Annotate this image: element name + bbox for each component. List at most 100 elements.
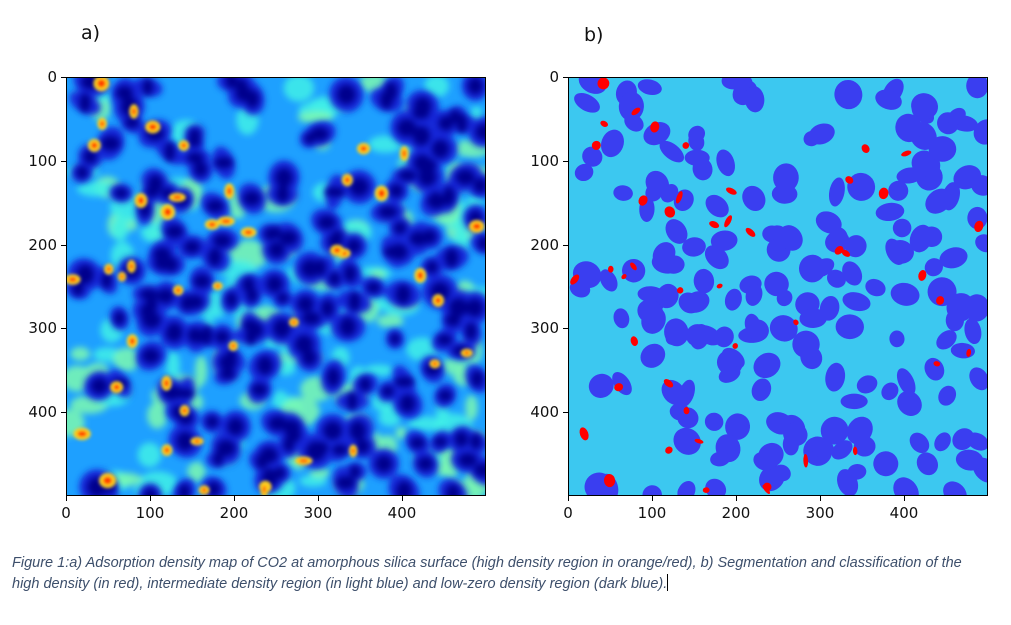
low-density-region — [721, 347, 745, 369]
pore-core — [346, 392, 358, 411]
pore-core — [200, 326, 213, 345]
pore-core — [268, 241, 285, 258]
b-x-tick-label: 0 — [563, 504, 573, 522]
pore-core — [454, 431, 469, 447]
high-density-region — [683, 407, 690, 415]
b-y-tick-mark — [563, 160, 568, 162]
low-density-region — [742, 185, 766, 212]
a-y-tick-mark — [61, 328, 66, 330]
high-density-region — [861, 144, 870, 154]
high-density-region — [709, 221, 720, 229]
low-density-region — [834, 79, 863, 110]
pore-core — [398, 170, 417, 181]
low-density-region — [613, 308, 630, 329]
pore-core — [208, 248, 222, 267]
low-density-region — [875, 202, 905, 222]
high-density-region — [650, 121, 660, 133]
low-density-region — [808, 123, 835, 145]
pore-core — [397, 118, 417, 137]
pore-core — [395, 284, 411, 305]
low-density-region — [966, 78, 987, 99]
pore-core — [301, 259, 320, 278]
b-x-tick-mark — [904, 496, 905, 501]
pore-core — [466, 298, 484, 317]
low-density-region — [953, 165, 982, 190]
b-x-tick-mark — [568, 496, 569, 501]
density-mid-patch — [137, 442, 162, 468]
pore-core — [165, 257, 178, 272]
b-y-tick-label: 400 — [530, 403, 559, 422]
high-density-spot — [68, 277, 77, 282]
pore-core — [116, 85, 133, 100]
pore-core — [396, 481, 412, 495]
pore-core — [72, 281, 84, 296]
low-density-region — [939, 247, 968, 269]
a-x-tick-label: 400 — [387, 504, 417, 522]
high-density-spot — [164, 447, 170, 453]
pore-core — [245, 90, 260, 109]
pore-core — [465, 322, 477, 340]
high-density-spot — [378, 189, 385, 198]
pore-core — [473, 177, 485, 194]
high-density-region — [663, 379, 674, 388]
high-density-spot — [432, 361, 438, 366]
low-density-region — [704, 245, 729, 270]
pore-core — [266, 275, 283, 293]
high-density-region — [793, 319, 799, 326]
low-density-region — [637, 299, 664, 324]
low-density-region — [744, 313, 761, 336]
low-density-region — [710, 451, 731, 467]
pore-core — [438, 390, 453, 402]
pore-core — [419, 158, 437, 173]
b-y-tick-label: 100 — [530, 151, 559, 170]
high-density-region — [638, 195, 648, 206]
b-y-tick-label: 300 — [530, 319, 559, 338]
low-density-region — [810, 438, 834, 458]
pore-core — [331, 230, 343, 245]
low-density-region — [665, 219, 688, 244]
pore-core — [297, 296, 314, 312]
pore-core — [455, 169, 475, 186]
low-density-region — [911, 93, 938, 120]
low-density-region — [826, 269, 846, 288]
pore-core — [101, 135, 120, 151]
low-density-region — [764, 271, 789, 297]
density-heatmap — [67, 78, 485, 495]
high-density-region — [716, 283, 723, 289]
low-density-region — [588, 373, 614, 398]
high-density-spot — [100, 121, 105, 127]
high-density-spot — [181, 143, 187, 148]
low-density-region — [909, 432, 930, 454]
low-density-region — [769, 315, 798, 342]
segmentation-map — [569, 78, 987, 495]
pore-core — [294, 335, 314, 354]
high-density-region — [694, 438, 704, 444]
a-x-tick-label: 300 — [303, 504, 333, 522]
low-density-region — [873, 451, 899, 477]
low-density-region — [618, 91, 644, 122]
high-density-spot — [435, 297, 441, 304]
pore-core — [336, 476, 356, 490]
pore-core — [449, 109, 460, 124]
pore-core — [417, 456, 434, 471]
high-density-region — [933, 361, 941, 367]
pore-core — [76, 264, 94, 285]
high-density-spot — [360, 145, 367, 152]
low-density-region — [888, 180, 909, 201]
pore-core — [140, 288, 159, 300]
high-density-region — [608, 265, 614, 273]
low-density-region — [952, 428, 975, 450]
low-density-region — [842, 261, 863, 286]
pore-core — [225, 349, 237, 367]
low-density-region — [840, 393, 868, 410]
pore-core — [260, 447, 278, 464]
pore-core — [445, 484, 460, 495]
pore-core — [187, 136, 201, 147]
density-mid-patch — [113, 347, 141, 372]
density-mid-patch — [376, 314, 404, 328]
high-density-spot — [201, 488, 207, 493]
high-density-region — [966, 348, 972, 357]
density-mid-patch — [194, 355, 208, 386]
pore-core — [343, 264, 357, 282]
low-density-region — [896, 368, 916, 396]
